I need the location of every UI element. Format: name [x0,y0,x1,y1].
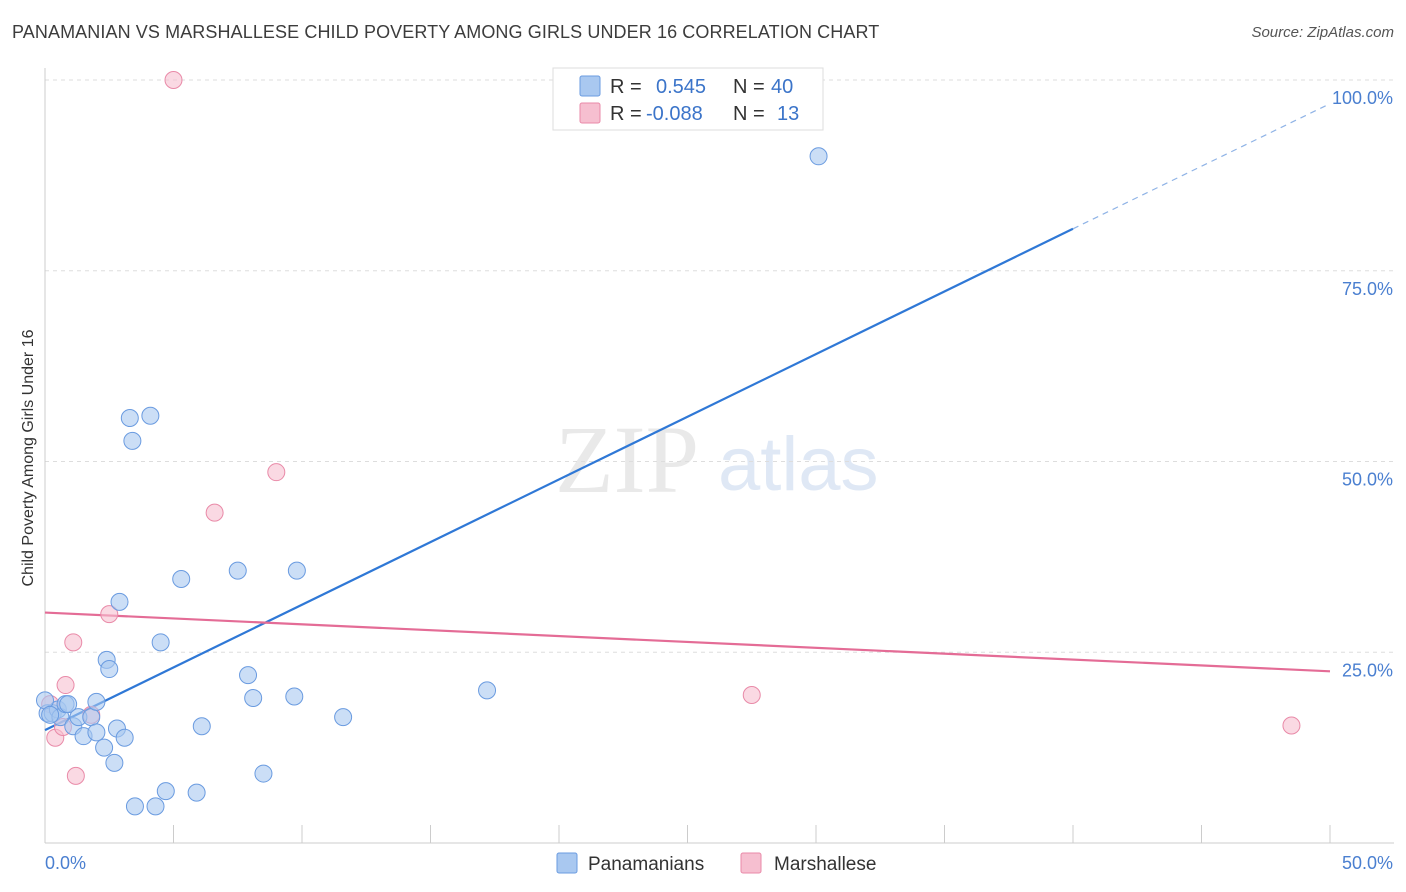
point-panamanians [244,689,263,708]
x-tick-label: 0.0% [45,853,86,873]
bottom-legend-label-marshallese: Marshallese [774,854,876,875]
point-panamanians [156,782,175,801]
point-panamanians [254,764,273,783]
legend-n-value: 40 [771,76,793,98]
x-tick-label: 50.0% [1342,853,1393,873]
bottom-legend-label-panamanians: Panamanians [588,854,704,875]
point-marshallese [100,605,119,624]
point-panamanians [125,797,144,816]
bottom-legend: Panamanians Marshallese [556,852,876,875]
point-panamanians [141,406,160,425]
legend-n-label: N = [733,103,765,125]
point-marshallese [742,685,761,704]
point-marshallese [205,503,224,522]
watermark-atlas: atlas [718,422,879,507]
legend-r-label: R = [610,103,642,125]
point-panamanians [82,708,101,727]
legend-swatch-panamanians [579,75,601,97]
point-panamanians [120,409,139,428]
bottom-legend-swatch-panamanians [556,852,578,874]
point-panamanians [105,753,124,772]
point-panamanians [172,570,191,589]
chart-title: PANAMANIAN VS MARSHALLESE CHILD POVERTY … [12,22,880,42]
y-tick-label: 100.0% [1332,88,1393,108]
legend-r-label: R = [610,76,642,98]
trend-line-panamanians [44,227,1074,732]
point-panamanians [809,147,828,166]
trend-line-panamanians-extension [1072,103,1331,230]
legend-r-value: 0.545 [656,76,706,98]
point-marshallese [66,766,85,785]
point-panamanians [228,561,247,580]
point-panamanians [287,561,306,580]
point-panamanians [115,728,134,747]
point-marshallese [164,71,183,89]
point-panamanians [478,681,497,700]
legend-n-value: 13 [777,103,799,125]
point-panamanians [59,695,78,714]
trend-layer [44,103,1331,732]
point-marshallese [64,633,83,652]
point-panamanians [146,797,165,816]
point-marshallese [56,676,75,695]
y-tick-label: 50.0% [1342,470,1393,490]
point-panamanians [87,692,106,711]
point-panamanians [123,431,142,450]
point-panamanians [239,666,258,685]
points-layer [36,71,1301,816]
point-marshallese [1282,716,1301,735]
axis-layer: 25.0% 50.0% 75.0% 100.0% 0.0% 50.0% [44,68,1394,873]
y-tick-label: 75.0% [1342,279,1393,299]
point-panamanians [151,633,170,652]
y-tick-label: 25.0% [1342,660,1393,680]
point-panamanians [41,705,60,724]
trend-line-marshallese [44,611,1331,673]
point-panamanians [192,717,211,736]
point-panamanians [87,723,106,742]
legend-swatch-marshallese [579,102,601,124]
y-axis-label: Child Poverty Among Girls Under 16 [20,329,37,586]
point-panamanians [285,687,304,706]
legend-r-value: -0.088 [646,103,703,125]
point-panamanians [110,592,129,611]
point-panamanians [100,660,119,679]
chart-source: Source: ZipAtlas.com [1251,24,1394,41]
legend: R = 0.545 N = 40 R = -0.088 N = 13 [552,67,824,131]
point-marshallese [267,463,286,482]
point-panamanians [187,783,206,802]
legend-n-label: N = [733,76,765,98]
grid-layer [45,79,1394,653]
point-panamanians [95,738,114,757]
bottom-legend-swatch-marshallese [740,852,762,874]
point-panamanians [334,708,353,727]
